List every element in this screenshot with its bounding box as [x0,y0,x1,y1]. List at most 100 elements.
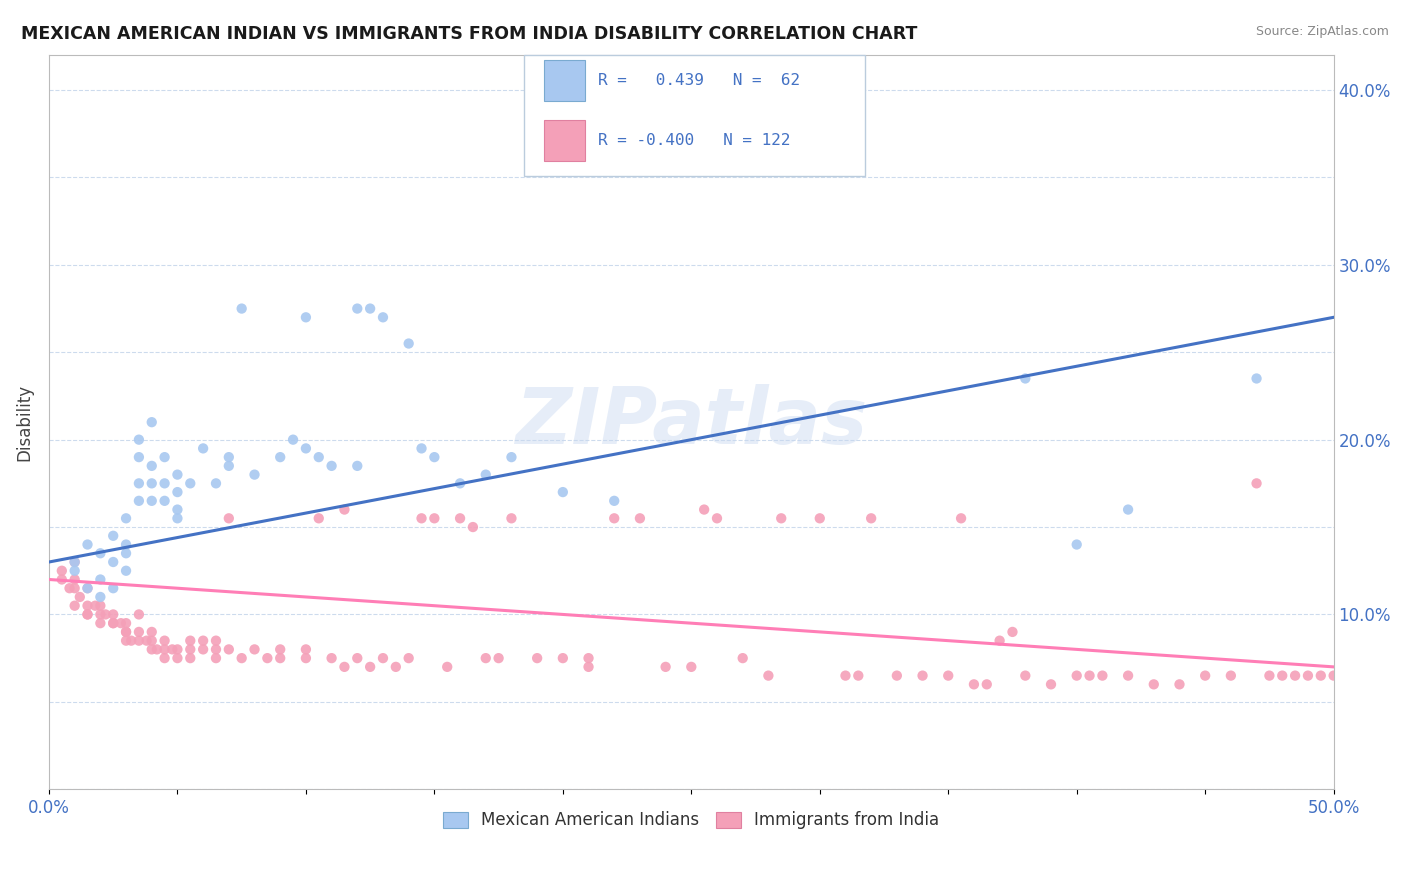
Point [346,651,368,665]
Point [449,476,471,491]
Point [846,668,869,682]
Point [731,651,754,665]
Point [141,476,163,491]
Point [1284,668,1306,682]
Point [153,633,176,648]
Point [256,651,278,665]
Point [1066,537,1088,551]
Point [1296,668,1319,682]
Point [205,476,228,491]
Point [115,511,138,525]
Point [488,651,510,665]
Point [166,511,188,525]
Point [988,633,1011,648]
Point [84,599,107,613]
Point [578,660,600,674]
Point [128,476,150,491]
Point [218,450,240,464]
Point [308,450,330,464]
Point [1194,668,1216,682]
Point [231,301,253,316]
Point [179,476,201,491]
Point [385,660,408,674]
Point [321,458,343,473]
Point [1078,668,1101,682]
Point [295,310,318,325]
Point [269,450,291,464]
Point [205,633,228,648]
FancyBboxPatch shape [544,61,585,101]
Point [333,660,356,674]
Point [58,581,80,595]
Point [269,642,291,657]
Point [821,161,844,176]
Point [1116,668,1139,682]
Point [333,502,356,516]
Point [141,415,163,429]
Point [115,537,138,551]
Point [103,616,125,631]
Point [120,633,142,648]
Point [128,624,150,639]
Point [76,581,98,595]
Point [321,651,343,665]
Point [76,537,98,551]
Point [474,467,496,482]
Point [834,668,856,682]
Point [128,493,150,508]
Y-axis label: Disability: Disability [15,384,32,461]
Point [359,301,381,316]
Point [436,660,458,674]
Point [359,660,381,674]
Point [1219,668,1241,682]
Point [191,642,214,657]
Point [231,651,253,665]
Point [76,581,98,595]
Point [461,520,484,534]
Point [1066,668,1088,682]
Point [166,467,188,482]
Point [103,555,125,569]
Point [936,668,959,682]
Point [166,485,188,500]
Point [398,651,420,665]
Point [141,458,163,473]
Point [115,624,138,639]
Point [63,555,86,569]
Point [911,668,934,682]
Point [89,599,111,613]
Point [501,450,523,464]
Point [963,677,986,691]
Point [115,616,138,631]
Point [1091,668,1114,682]
Point [166,642,188,657]
Point [146,642,169,657]
Point [153,642,176,657]
Point [1258,668,1281,682]
Point [63,599,86,613]
Point [205,651,228,665]
Point [681,161,703,176]
Point [706,511,728,525]
Point [295,442,318,456]
Point [94,607,117,622]
Point [886,668,908,682]
Point [141,624,163,639]
Point [681,660,703,674]
FancyBboxPatch shape [544,120,585,161]
Point [115,633,138,648]
Point [69,590,91,604]
Point [63,573,86,587]
Point [76,607,98,622]
Point [501,511,523,525]
FancyBboxPatch shape [524,55,865,177]
Point [63,555,86,569]
Point [1271,668,1294,682]
Point [1143,677,1166,691]
Point [76,607,98,622]
Point [110,616,132,631]
Point [128,633,150,648]
Point [526,651,548,665]
Point [1246,476,1268,491]
Point [770,511,793,525]
